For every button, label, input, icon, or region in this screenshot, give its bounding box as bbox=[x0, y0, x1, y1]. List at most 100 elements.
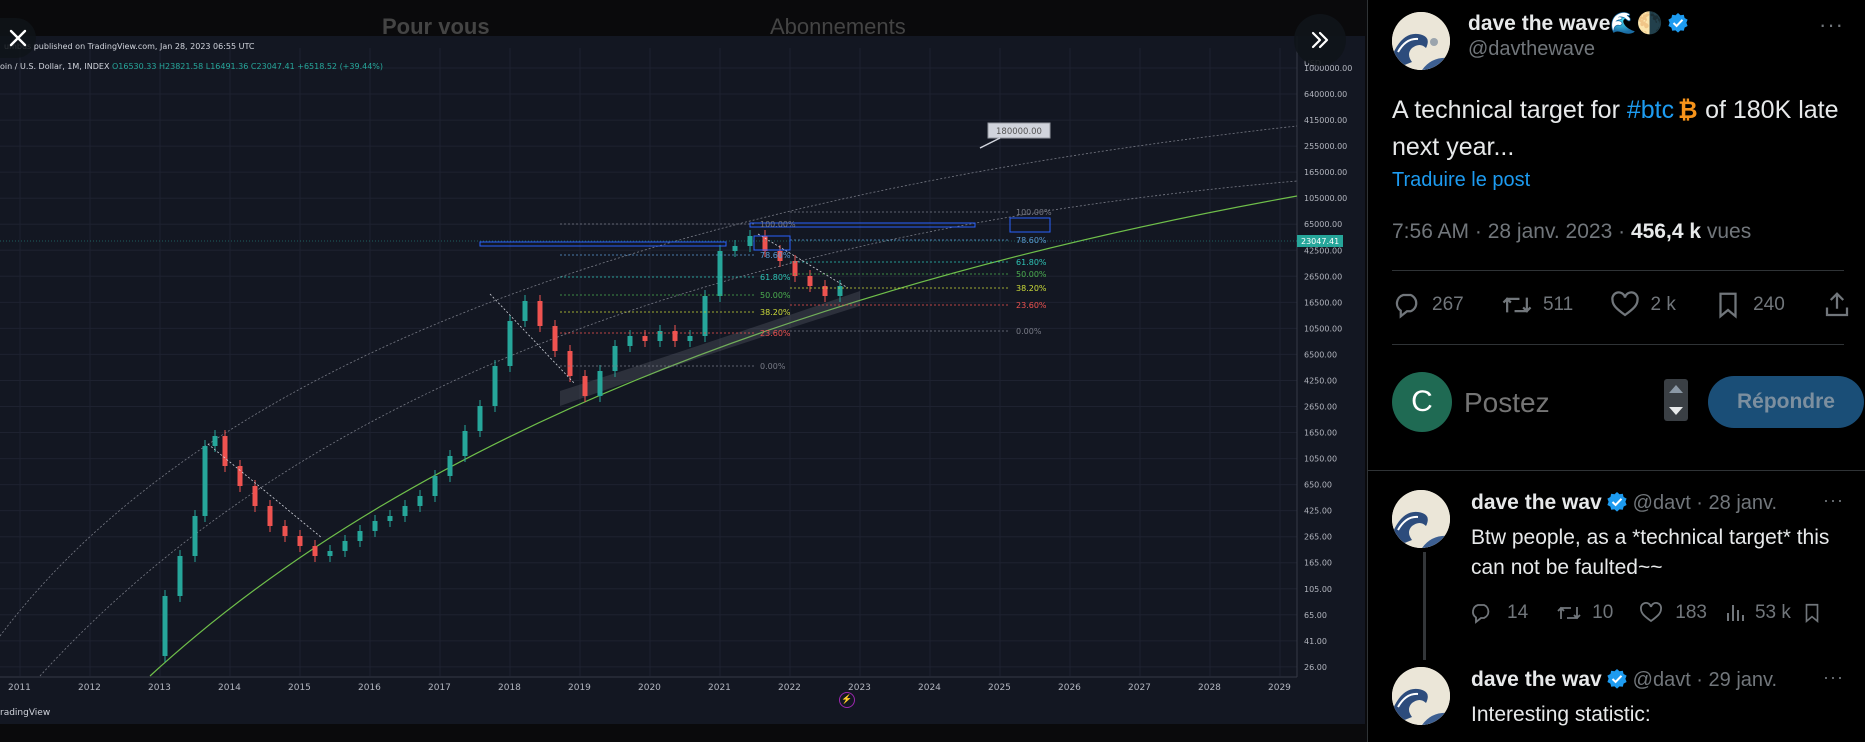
post-text-start: A technical target for bbox=[1392, 96, 1627, 124]
hashtag-link[interactable]: #btc bbox=[1626, 96, 1675, 124]
candle-body bbox=[402, 506, 408, 516]
post-text: A technical target for #btc ₿ of 180K lat… bbox=[1392, 92, 1852, 166]
candle-body bbox=[687, 336, 693, 341]
candle-body bbox=[357, 531, 363, 541]
year-tick-label: 2014 bbox=[218, 683, 241, 693]
verified-badge-icon bbox=[1668, 13, 1688, 33]
background-tab-for-you: Pour vous bbox=[382, 14, 490, 39]
reply-avatar[interactable] bbox=[1392, 667, 1450, 725]
stepper-down-icon[interactable] bbox=[1669, 407, 1683, 415]
candle-body bbox=[522, 301, 528, 321]
year-tick-label: 2027 bbox=[1128, 683, 1151, 693]
views-bar-icon[interactable] bbox=[1725, 601, 1747, 625]
more-options-icon[interactable]: ··· bbox=[1819, 12, 1844, 37]
price-chart: 1000000.00 640000.00 415000.00 255000.00 165… bbox=[0, 36, 1352, 693]
price-tick-label: 640000.00 bbox=[1304, 90, 1347, 99]
price-tick-label: 105.00 bbox=[1304, 585, 1332, 594]
reply-icon[interactable] bbox=[1469, 601, 1493, 625]
reply-composer: C Répondre bbox=[1392, 372, 1864, 432]
fib-level-label: 61.80% bbox=[1016, 258, 1047, 267]
stepper-up-icon[interactable] bbox=[1669, 385, 1683, 393]
fib-level-label: 23.60% bbox=[1016, 301, 1047, 310]
repost-icon[interactable] bbox=[1556, 601, 1582, 625]
ohlc-open: O16530.33 bbox=[111, 62, 157, 71]
candle-body bbox=[537, 301, 543, 326]
price-tick-label: 1650.00 bbox=[1304, 429, 1337, 438]
like-count: 2 k bbox=[1650, 294, 1676, 315]
double-chevron-right-icon bbox=[1311, 31, 1329, 49]
repost-action[interactable]: 511 bbox=[1501, 290, 1573, 320]
author-handle[interactable]: @davthewave bbox=[1468, 38, 1596, 60]
scroll-stepper[interactable] bbox=[1664, 379, 1688, 421]
price-tick-label: 42500.00 bbox=[1304, 246, 1342, 255]
bookmark-icon[interactable] bbox=[1801, 601, 1823, 625]
year-tick-label: 2021 bbox=[708, 683, 731, 693]
heart-icon bbox=[1611, 291, 1640, 317]
post-date[interactable]: 28 janv. 2023 bbox=[1487, 220, 1613, 243]
candle-body bbox=[612, 346, 618, 371]
verified-badge-icon bbox=[1607, 669, 1627, 689]
year-tick-label: 2013 bbox=[148, 683, 171, 693]
candle-body bbox=[777, 251, 783, 261]
divider bbox=[1392, 344, 1844, 345]
user-avatar[interactable]: C bbox=[1392, 372, 1452, 432]
fib-level-label: 38.20% bbox=[760, 308, 791, 317]
candle-body bbox=[807, 276, 813, 286]
reply-actions: 14 10 183 53 k bbox=[1469, 601, 1823, 625]
reply-handle-date[interactable]: @davt · 28 janv. bbox=[1632, 492, 1778, 514]
price-tick-label: 41.00 bbox=[1304, 637, 1327, 646]
year-tick-label: 2024 bbox=[918, 683, 941, 693]
reply-avatar[interactable] bbox=[1392, 490, 1450, 548]
more-options-icon[interactable]: ··· bbox=[1823, 490, 1844, 510]
year-tick-label: 2018 bbox=[498, 683, 521, 693]
close-button[interactable] bbox=[0, 18, 36, 58]
more-options-icon[interactable]: ··· bbox=[1823, 667, 1844, 687]
reply-handle-date[interactable]: @davt · 29 janv. bbox=[1632, 669, 1778, 691]
fib-level-label: 100.00% bbox=[1016, 208, 1052, 217]
author-name[interactable]: dave the wave bbox=[1468, 12, 1611, 35]
reply-action[interactable]: 267 bbox=[1392, 290, 1464, 320]
share-action[interactable] bbox=[1822, 290, 1852, 320]
price-tick-label: 2650.00 bbox=[1304, 402, 1337, 411]
wave-avatar-image bbox=[1392, 12, 1450, 70]
candle-body bbox=[432, 476, 438, 496]
candle-body bbox=[212, 436, 218, 446]
bookmark-action[interactable]: 240 bbox=[1713, 290, 1785, 320]
fib-level-label: 38.20% bbox=[1016, 284, 1047, 293]
reply-input[interactable] bbox=[1462, 378, 1626, 428]
candle-body bbox=[297, 536, 303, 546]
bookmark-count: 240 bbox=[1753, 294, 1785, 315]
fib-level-label: 100.00% bbox=[760, 220, 796, 229]
like-action[interactable]: 2 k bbox=[1610, 290, 1676, 320]
candle-body bbox=[342, 541, 348, 551]
candle-body bbox=[732, 246, 738, 251]
author-avatar[interactable] bbox=[1392, 12, 1450, 70]
price-tick-label: 265.00 bbox=[1304, 533, 1332, 542]
tradingview-footer: radingView bbox=[0, 708, 51, 718]
candle-body bbox=[597, 371, 603, 396]
translate-link[interactable]: Traduire le post bbox=[1392, 169, 1531, 191]
ohlc-change: +6518.52 (+39.44%) bbox=[297, 62, 384, 71]
candle-body bbox=[762, 236, 768, 251]
candle-body bbox=[282, 526, 288, 536]
trend-line bbox=[207, 443, 323, 539]
chart-header: umbus published on TradingView.com, Jan … bbox=[0, 36, 1365, 71]
candle-body bbox=[267, 506, 273, 526]
expand-button[interactable] bbox=[1294, 14, 1346, 66]
post-text-end: of 180K late next year... bbox=[1392, 96, 1839, 161]
reply-author-name[interactable]: dave the wav bbox=[1471, 668, 1602, 691]
views-count: 53 k bbox=[1754, 602, 1791, 623]
post-time[interactable]: 7:56 AM bbox=[1392, 220, 1470, 243]
fib-level-label: 0.00% bbox=[1016, 327, 1042, 336]
price-tick-label: 1050.00 bbox=[1304, 455, 1337, 464]
reply-author-name[interactable]: dave the wav bbox=[1471, 491, 1602, 514]
target-callout-label: 180000.00 bbox=[996, 127, 1042, 137]
year-tick-label: 2015 bbox=[288, 683, 311, 693]
ohlc-close: C23047.41 bbox=[250, 62, 295, 71]
candle-body bbox=[237, 466, 243, 486]
repost-count: 511 bbox=[1542, 294, 1574, 315]
fib-level-label: 50.00% bbox=[760, 291, 791, 300]
symbol-line: oin / U.S. Dollar, 1M, INDEX O16530.33 H… bbox=[0, 62, 383, 71]
reply-button[interactable]: Répondre bbox=[1708, 376, 1864, 428]
heart-icon[interactable] bbox=[1639, 601, 1663, 625]
